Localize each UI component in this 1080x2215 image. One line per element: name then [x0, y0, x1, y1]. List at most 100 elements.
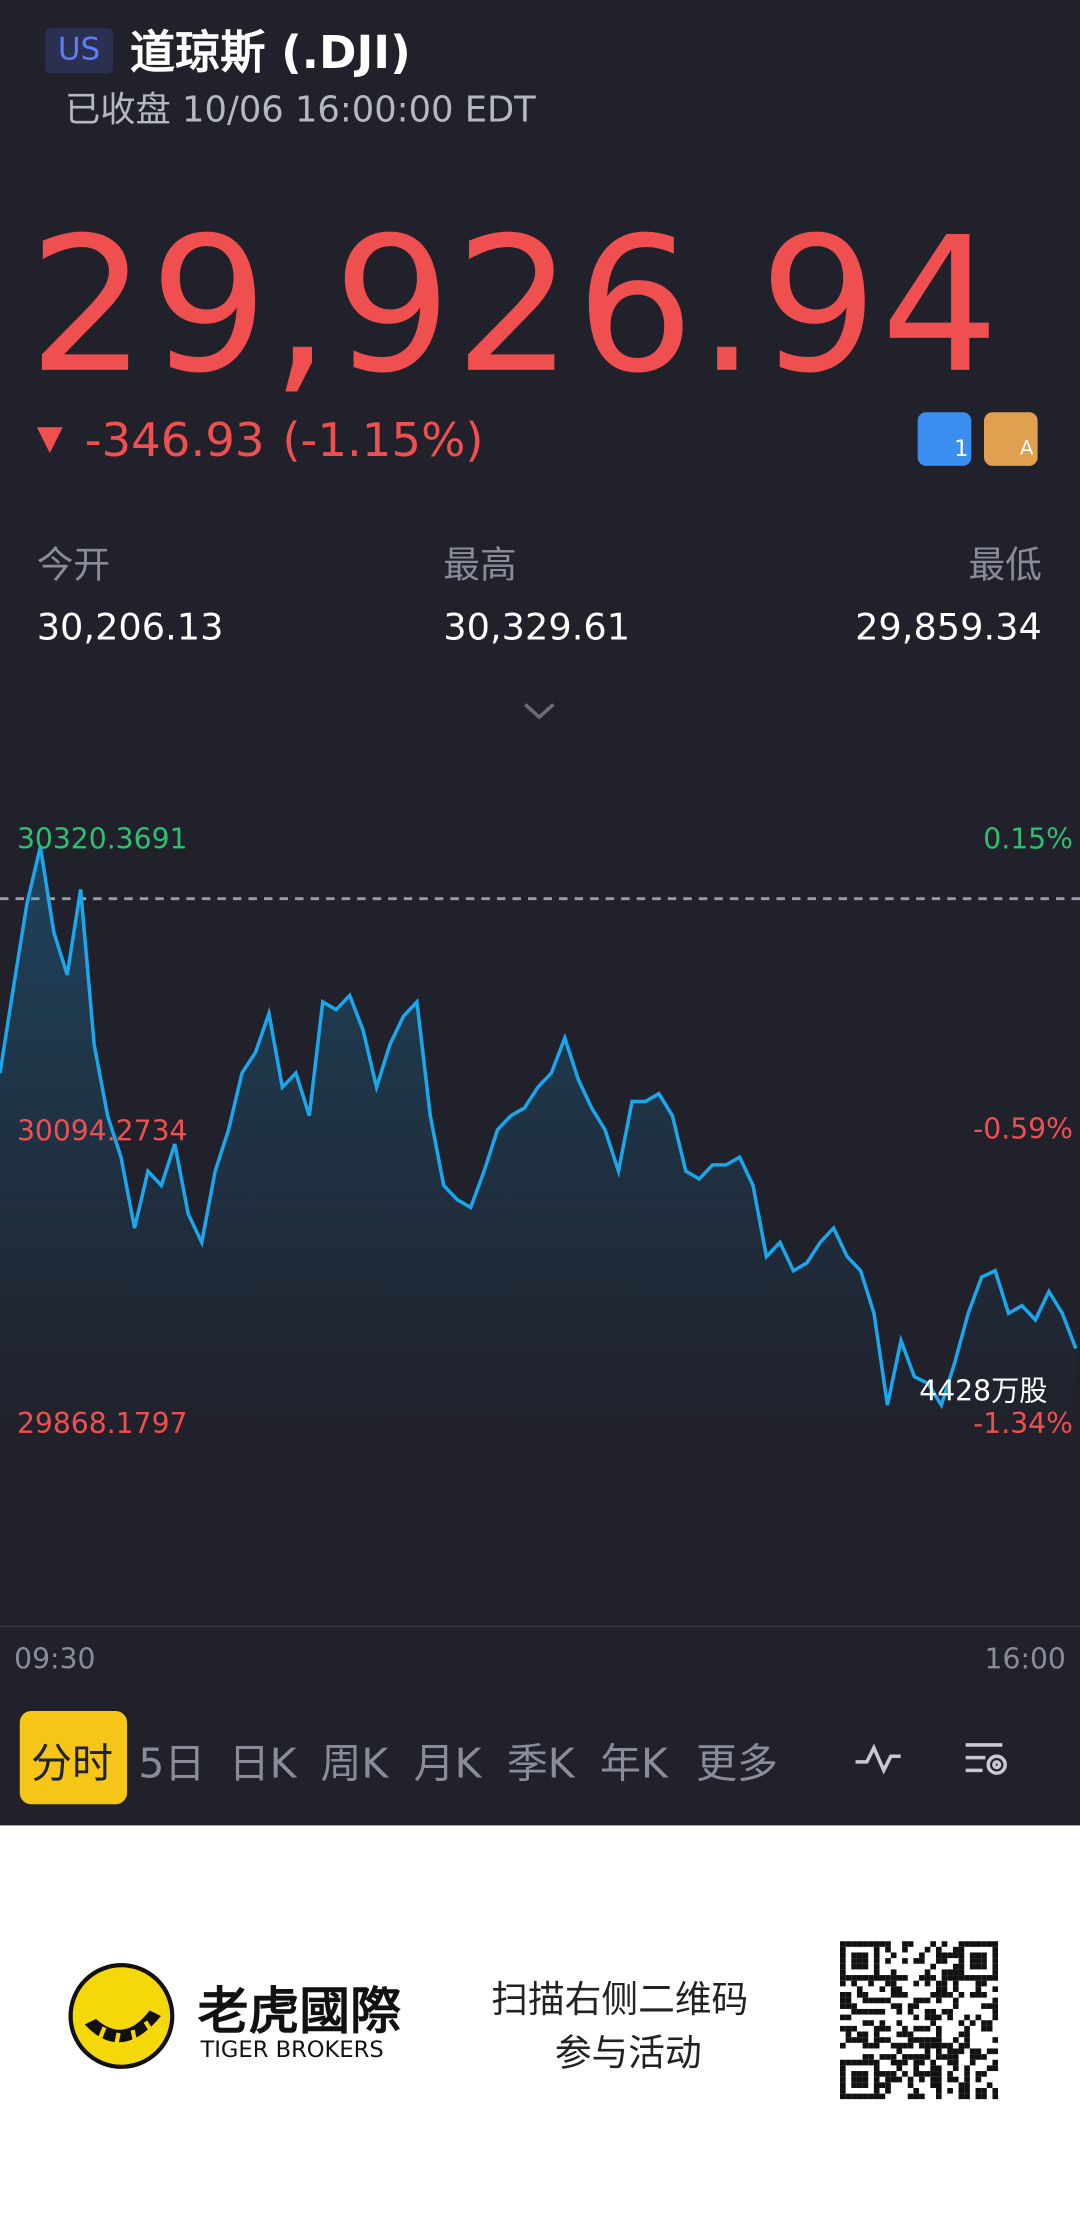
qr-cell: [975, 2054, 982, 2060]
qr-cell: [907, 2076, 914, 2083]
promo-text: 参与活动: [554, 2032, 702, 2076]
qr-cell: [885, 2054, 891, 2060]
qr-cell: [845, 2031, 852, 2038]
tab[interactable]: 周K: [320, 1739, 389, 1788]
qr-cell: [879, 2082, 886, 2088]
qr-cell: [986, 2082, 993, 2088]
qr-cell: [839, 1991, 846, 1998]
qr-cell: [964, 2065, 970, 2072]
qr-cell: [907, 2054, 914, 2060]
qr-cell: [952, 2048, 959, 2055]
qr-cell: [902, 2025, 908, 2032]
qr-cell: [902, 1941, 908, 1947]
qr-cell: [947, 2054, 953, 2060]
qr-cell: [896, 2042, 903, 2049]
qr-cell: [986, 2065, 993, 2072]
qr-cell: [885, 1941, 891, 1947]
indicator-icon[interactable]: [853, 1739, 904, 1779]
qr-cell: [924, 2048, 931, 2055]
tab[interactable]: 分时: [31, 1739, 113, 1788]
qr-cell: [902, 1991, 908, 1998]
qr-cell: [964, 1941, 970, 1947]
qr-cell: [907, 2037, 914, 2043]
qr-cell: [845, 2014, 852, 2021]
tab[interactable]: 月K: [413, 1739, 482, 1788]
qr-cell: [919, 2037, 925, 2043]
tab[interactable]: 年K: [599, 1739, 668, 1788]
qr-cell: [851, 2076, 857, 2083]
qr-cell: [986, 2020, 993, 2026]
qr-cell: [907, 2093, 914, 2100]
lightning-badge[interactable]: 1: [917, 412, 972, 466]
settings-icon[interactable]: [960, 1736, 1011, 1781]
expand-chevron[interactable]: [522, 700, 556, 723]
y-tick-label: 29868.1797: [17, 1407, 188, 1440]
qr-cell: [941, 1980, 948, 1987]
tab[interactable]: 5日: [138, 1739, 206, 1788]
qr-cell: [856, 1941, 863, 1947]
qr-cell: [964, 2076, 970, 2083]
qr-cell: [930, 2076, 936, 2083]
qr-cell: [862, 1952, 869, 1959]
qr-cell: [919, 1997, 925, 2004]
qr-cell: [885, 1997, 891, 2004]
qr-cell: [919, 2071, 925, 2077]
tab[interactable]: 季K: [506, 1739, 575, 1788]
qr-cell: [896, 2065, 903, 2072]
qr-cell: [851, 1958, 857, 1964]
qr-cell: [902, 1975, 908, 1981]
layer-badge[interactable]: A: [983, 412, 1038, 466]
qr-cell: [981, 2003, 987, 2009]
qr-cell: [969, 1958, 976, 1964]
qr-cell: [839, 2082, 846, 2088]
qr-cell: [969, 1975, 976, 1981]
tab[interactable]: 更多: [695, 1739, 778, 1788]
qr-cell: [992, 2003, 999, 2009]
qr-cell: [885, 2037, 891, 2043]
qr-cell: [969, 2020, 976, 2026]
qr-cell: [992, 2087, 999, 2094]
qr-cell: [935, 1958, 942, 1964]
qr-cell: [958, 1991, 965, 1998]
stat-value: 29,859.34: [855, 607, 1042, 650]
qr-cell: [862, 2037, 869, 2043]
qr-cell: [952, 1986, 959, 1992]
qr-cell: [981, 1991, 987, 1998]
qr-cell: [885, 2025, 891, 2032]
qr-cell: [873, 2025, 880, 2032]
qr-cell: [896, 2059, 903, 2066]
qr-cell: [919, 1958, 925, 1964]
qr-cell: [885, 2071, 891, 2077]
qr-cell: [969, 2059, 976, 2066]
qr-cell: [952, 2054, 959, 2060]
qr-cell: [907, 2082, 914, 2088]
qr-cell: [924, 2037, 931, 2043]
qr-cell: [896, 1975, 903, 1981]
qr-cell: [958, 2042, 965, 2049]
qr-cell: [952, 2003, 959, 2009]
qr-cell: [981, 1952, 987, 1959]
qr-cell: [969, 2054, 976, 2060]
qr-cell: [845, 2059, 852, 2066]
qr-cell: [902, 2059, 908, 2066]
stat-value: 30,206.13: [36, 607, 224, 650]
qr-cell: [856, 1991, 863, 1998]
qr-cell: [885, 1946, 891, 1953]
qr-cell: [930, 2042, 936, 2049]
volume-label: 4428万股: [919, 1374, 1047, 1407]
qr-cell: [868, 2059, 874, 2066]
qr-cell: [873, 1952, 880, 1959]
qr-cell: [890, 2076, 897, 2083]
qr-cell: [902, 1958, 908, 1964]
qr-cell: [992, 2014, 999, 2021]
qr-cell: [952, 1952, 959, 1959]
change-arrow: ▼: [36, 417, 63, 458]
qr-code[interactable]: [839, 1941, 999, 2100]
qr-cell: [907, 2008, 914, 2015]
stat-label: 最高: [443, 544, 517, 588]
qr-cell: [862, 2008, 869, 2015]
qr-cell: [919, 2025, 925, 2032]
qr-cell: [839, 2093, 846, 2100]
qr-cell: [964, 2037, 970, 2043]
tab[interactable]: 日K: [228, 1739, 297, 1788]
